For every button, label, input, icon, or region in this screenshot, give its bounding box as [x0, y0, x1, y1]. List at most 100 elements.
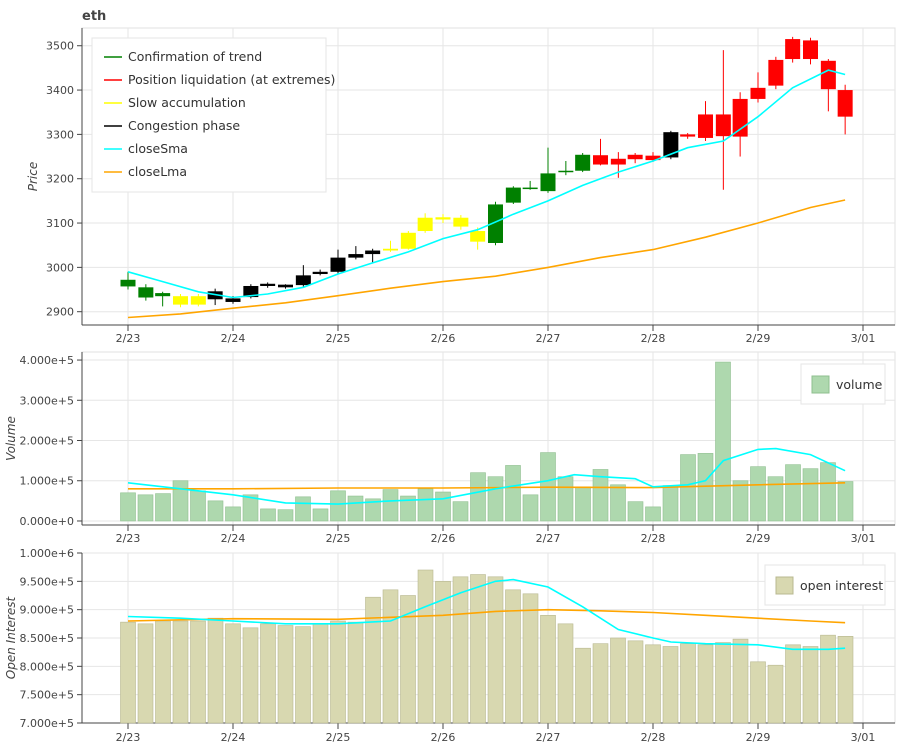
- price-ytick-label: 3200: [46, 173, 74, 186]
- oi-bar: [697, 644, 714, 724]
- volume-bar: [417, 488, 434, 522]
- candle-body: [803, 40, 818, 60]
- candle-body: [155, 293, 171, 297]
- candle-body: [312, 271, 328, 275]
- volume-bar: [260, 508, 276, 522]
- price-legend-box: [91, 37, 327, 193]
- price-ytick-label: 3300: [46, 128, 74, 141]
- oi-bar: [190, 620, 206, 724]
- candle-body: [732, 98, 748, 137]
- price-panel: 2/23 2/24 2/25 2/26 2/27 2/28 2/29 3/01 2900 3000…: [26, 27, 896, 345]
- volume-bar: [330, 490, 346, 522]
- candle-body: [453, 217, 469, 227]
- candle-body: [558, 170, 574, 173]
- oi-bar: [295, 626, 311, 724]
- oi-bar: [382, 589, 399, 724]
- volume-legend-swatch: [811, 375, 830, 394]
- candle-body: [540, 173, 556, 192]
- volume-xtick-label: 2/29: [746, 532, 771, 545]
- volume-bar: [295, 496, 311, 522]
- price-ylabel: Price: [26, 162, 40, 191]
- volume-bar: [767, 476, 784, 522]
- volume-xtick-label: 2/26: [431, 532, 456, 545]
- oi-bar: [312, 623, 329, 724]
- oi-bar: [452, 576, 469, 724]
- price-xtick-label: 2/23: [116, 332, 141, 345]
- legend-label: Congestion phase: [128, 118, 240, 133]
- oi-bar: [662, 646, 679, 724]
- oi-bar: [592, 643, 609, 724]
- volume-xtick-label: 2/24: [221, 532, 246, 545]
- price-ytick-label: 3100: [46, 217, 74, 230]
- candle-body: [190, 296, 206, 305]
- oi-bar: [225, 623, 241, 724]
- volume-bar: [452, 501, 469, 522]
- chart-title: eth: [82, 9, 106, 24]
- volume-bar: [837, 481, 854, 522]
- oi-legend: open interest: [764, 564, 886, 606]
- volume-bar: [610, 484, 626, 522]
- candle-body: [330, 257, 346, 272]
- volume-bar: [470, 472, 486, 522]
- oi-bar: [242, 627, 259, 724]
- oi-bar: [767, 664, 784, 724]
- candle-body: [470, 231, 486, 242]
- oi-bar: [207, 617, 224, 724]
- volume-bar: [435, 491, 451, 522]
- price-legend: Confirmation of trend Position liquidatio…: [91, 37, 335, 193]
- volume-bar: [365, 498, 381, 522]
- volume-bar: [732, 480, 749, 522]
- candle-body: [698, 114, 713, 138]
- oi-legend-swatch: [775, 576, 794, 595]
- legend-label: Slow accumulation: [128, 95, 246, 110]
- volume-bar: [820, 462, 836, 522]
- price-ytick-label: 3400: [46, 84, 74, 97]
- volume-xtick-label: 2/27: [536, 532, 561, 545]
- volume-xtick-label: 2/23: [116, 532, 141, 545]
- open-interest-panel: 2/23 2/24 2/25 2/26 2/27 2/28 2/29 3/01 7.000e+5…: [4, 547, 896, 744]
- price-xtick-label: 2/25: [326, 332, 351, 345]
- oi-ytick-label: 9.500e+5: [20, 575, 74, 588]
- candle-body: [173, 296, 188, 305]
- candle-body: [593, 155, 608, 165]
- volume-bar: [750, 466, 766, 522]
- volume-bar: [802, 468, 819, 522]
- candle-body: [435, 217, 451, 220]
- oi-xtick-label: 2/25: [326, 731, 351, 744]
- volume-xtick-label: 2/28: [641, 532, 666, 545]
- candle-body: [348, 254, 364, 258]
- oi-bar: [522, 593, 539, 724]
- volume-ytick-label: 1.000e+5: [20, 475, 74, 488]
- volume-bar: [207, 500, 224, 522]
- candle-body: [663, 132, 679, 158]
- price-xtick-label: 2/29: [746, 332, 771, 345]
- volume-bar: [627, 501, 644, 522]
- oi-xtick-label: 2/24: [221, 731, 246, 744]
- oi-bar: [837, 635, 854, 724]
- volume-bar: [697, 453, 714, 522]
- volume-bar: [155, 493, 171, 522]
- candle-body: [820, 60, 836, 90]
- volume-bar: [557, 476, 574, 522]
- oi-xtick-label: 2/28: [641, 731, 666, 744]
- candle-body: [260, 283, 276, 286]
- volume-legend: volume: [800, 363, 886, 405]
- volume-bar: [662, 485, 679, 522]
- candle-body: [243, 285, 259, 298]
- oi-bar: [470, 574, 486, 724]
- oi-bar: [627, 640, 644, 724]
- candle-body: [417, 217, 433, 232]
- oi-xtick-label: 2/26: [431, 731, 456, 744]
- oi-closeLma-line: [127, 608, 846, 624]
- volume-bar: [487, 476, 504, 522]
- oi-ytick-label: 7.000e+5: [20, 717, 74, 730]
- candle-body: [522, 187, 538, 190]
- oi-bar: [820, 634, 836, 724]
- candle-body: [768, 59, 784, 86]
- oi-bar: [802, 646, 819, 724]
- volume-ytick-label: 4.000e+5: [20, 354, 74, 367]
- candle-body: [505, 187, 521, 203]
- volume-xtick-label: 2/25: [326, 532, 351, 545]
- volume-ytick-label: 0.000e+0: [20, 515, 74, 528]
